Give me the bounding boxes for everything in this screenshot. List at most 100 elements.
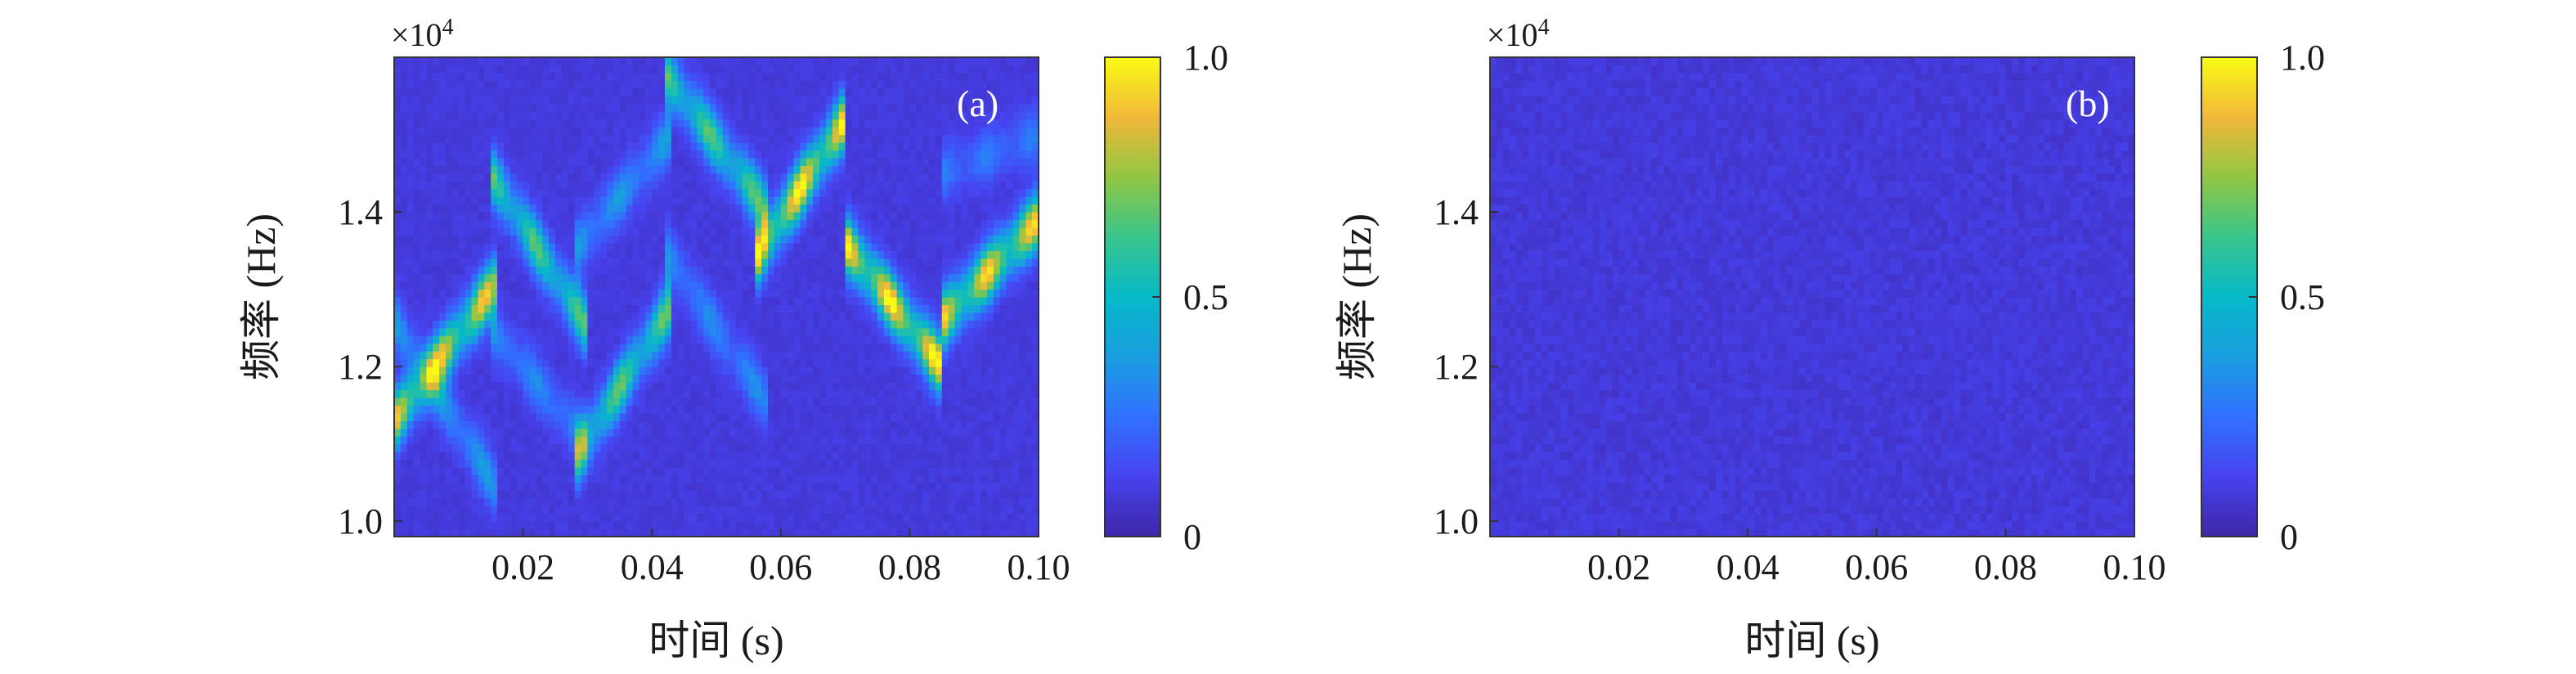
heatmap-cell xyxy=(400,335,408,344)
heatmap-cell xyxy=(587,258,595,267)
heatmap-cell xyxy=(619,65,627,74)
heatmap-cell xyxy=(864,204,872,213)
heatmap-cell xyxy=(426,88,433,97)
heatmap-cell xyxy=(632,65,640,74)
heatmap-cell xyxy=(394,181,402,190)
heatmap-cell xyxy=(458,459,466,468)
heatmap-cell xyxy=(832,188,840,197)
heatmap-cell xyxy=(748,466,756,475)
heatmap-cell xyxy=(858,452,865,461)
heatmap-cell xyxy=(896,452,904,461)
heatmap-cell xyxy=(877,258,885,267)
heatmap-cell xyxy=(503,142,511,151)
heatmap-cell xyxy=(768,420,775,429)
heatmap-cell xyxy=(710,103,717,112)
heatmap-cell xyxy=(722,506,730,514)
heatmap-cell xyxy=(864,142,872,151)
heatmap-cell xyxy=(645,482,653,491)
heatmap-cell xyxy=(464,397,473,406)
heatmap-cell xyxy=(851,289,859,298)
heatmap-cell xyxy=(858,490,865,499)
heatmap-cell xyxy=(909,312,917,321)
heatmap-cell xyxy=(768,381,775,391)
heatmap-cell xyxy=(768,490,775,499)
heatmap-cell xyxy=(890,374,898,383)
heatmap-cell xyxy=(793,497,801,506)
heatmap-cell xyxy=(825,358,833,367)
heatmap-cell xyxy=(478,420,485,429)
heatmap-cell xyxy=(800,366,807,375)
heatmap-cell xyxy=(549,258,556,267)
heatmap-cell xyxy=(677,513,685,522)
heatmap-cell xyxy=(433,119,440,128)
heatmap-cell xyxy=(774,119,782,128)
heatmap-cell xyxy=(806,204,814,213)
heatmap-cell xyxy=(761,250,769,259)
heatmap-cell xyxy=(516,366,524,375)
heatmap-cell xyxy=(446,466,453,475)
heatmap-cell xyxy=(491,219,498,228)
heatmap-cell xyxy=(768,528,775,537)
heatmap-cell xyxy=(497,173,505,182)
heatmap-cell xyxy=(890,96,898,105)
heatmap-cell xyxy=(420,219,427,228)
heatmap-cell xyxy=(703,188,711,197)
heatmap-cell xyxy=(458,181,466,190)
heatmap-cell xyxy=(439,397,447,406)
heatmap-cell xyxy=(819,459,827,468)
heatmap-cell xyxy=(871,351,878,360)
heatmap-cell xyxy=(509,459,518,468)
heatmap-cell xyxy=(626,366,634,375)
heatmap-cell xyxy=(619,436,627,445)
heatmap-cell xyxy=(491,366,498,375)
heatmap-cell xyxy=(464,428,473,437)
heatmap-cell xyxy=(491,474,498,483)
heatmap-cell xyxy=(780,134,788,143)
heatmap-cell xyxy=(800,196,807,205)
heatmap-cell xyxy=(909,366,917,375)
heatmap-cell xyxy=(464,497,473,506)
heatmap-cell xyxy=(478,127,485,136)
heatmap-cell xyxy=(671,212,679,221)
heatmap-cell xyxy=(896,142,904,151)
heatmap-cell xyxy=(413,150,421,159)
heatmap-cell xyxy=(684,412,692,421)
heatmap-cell xyxy=(639,436,646,445)
heatmap-cell xyxy=(729,343,737,352)
heatmap-cell xyxy=(703,196,711,205)
heatmap-cell xyxy=(451,188,460,197)
heatmap-cell xyxy=(568,366,576,375)
heatmap-cell xyxy=(658,181,666,190)
heatmap-cell xyxy=(735,459,743,468)
heatmap-cell xyxy=(639,343,646,352)
heatmap-cell xyxy=(742,420,749,429)
heatmap-cell xyxy=(890,304,898,313)
heatmap-cell xyxy=(658,242,666,251)
heatmap-cell xyxy=(568,204,576,213)
heatmap-cell xyxy=(600,289,608,298)
heatmap-cell xyxy=(735,351,743,360)
heatmap-cell xyxy=(774,405,782,414)
heatmap-cell xyxy=(426,258,433,267)
heatmap-cell xyxy=(851,366,859,375)
heatmap-cell xyxy=(845,119,853,128)
heatmap-cell xyxy=(645,196,653,205)
heatmap-cell xyxy=(400,474,408,483)
heatmap-cell xyxy=(433,521,440,530)
heatmap-cell xyxy=(478,397,485,406)
heatmap-cell xyxy=(478,219,485,228)
heatmap-cell xyxy=(413,142,421,151)
heatmap-cell xyxy=(697,443,704,452)
heatmap-cell xyxy=(613,397,621,406)
heatmap-cell xyxy=(774,436,782,445)
heatmap-cell xyxy=(509,72,518,81)
heatmap-cell xyxy=(594,72,601,81)
heatmap-cell xyxy=(536,466,543,475)
heatmap-cell xyxy=(549,150,556,159)
heatmap-cell xyxy=(890,528,898,537)
heatmap-cell xyxy=(509,173,518,182)
heatmap-cell xyxy=(729,374,737,383)
heatmap-cell xyxy=(645,381,653,391)
heatmap-cell xyxy=(568,72,576,81)
heatmap-cell xyxy=(516,506,524,514)
